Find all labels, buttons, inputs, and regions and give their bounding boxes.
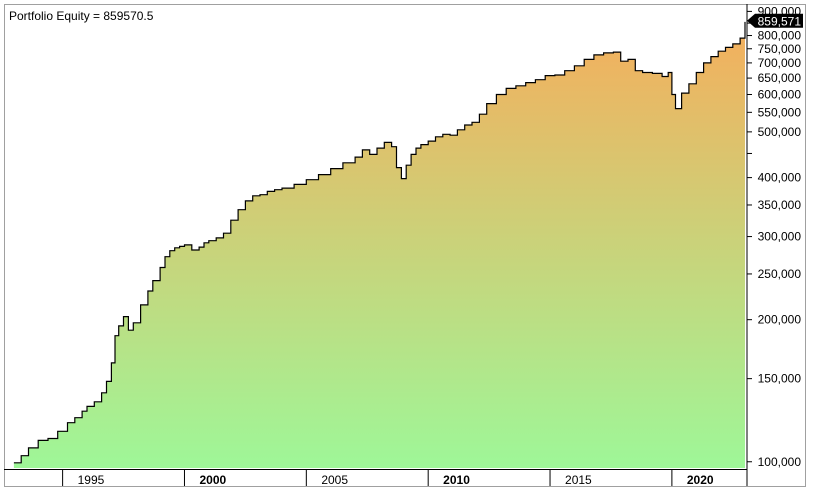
x-tick-label: 1995 [78,473,105,487]
x-tick-label: 2015 [565,473,592,487]
x-tick-label: 2020 [687,473,714,487]
y-tick-label: 550,000 [758,105,802,119]
y-tick-label: 800,000 [758,29,802,43]
y-tick-label: 750,000 [758,42,802,56]
x-tick-label: 2000 [199,473,226,487]
equity-line [13,21,746,464]
chart-title: Portfolio Equity = 859570.5 [9,9,154,23]
equity-area [13,21,745,469]
y-tick-label: 600,000 [758,87,802,101]
y-tick-label: 200,000 [758,313,802,327]
y-tick-label: 150,000 [758,372,802,386]
last-value-label: 859,571 [758,14,802,28]
chart-frame [4,4,806,487]
y-tick-label: 400,000 [758,171,802,185]
last-value-badge [747,13,803,28]
y-tick-label: 650,000 [758,71,802,85]
y-tick-label: 100,000 [758,455,802,469]
y-tick-label: 700,000 [758,56,802,70]
y-tick-label: 250,000 [758,267,802,281]
x-tick-label: 2005 [321,473,348,487]
x-tick-label: 2010 [443,473,470,487]
y-tick-label: 300,000 [758,230,802,244]
y-tick-label: 350,000 [758,198,802,212]
y-tick-label: 500,000 [758,125,802,139]
